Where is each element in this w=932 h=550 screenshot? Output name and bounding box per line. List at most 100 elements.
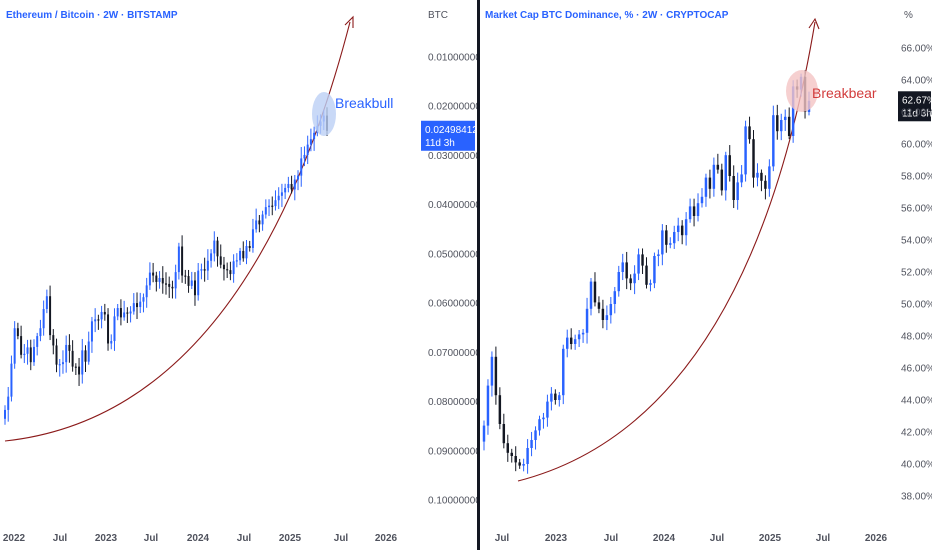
candle [760,172,763,181]
candle [542,417,545,420]
candle [704,177,708,197]
candle [126,312,129,314]
candle [229,270,232,275]
annotation-text[interactable]: Breakbull [335,95,393,111]
right-x-axis[interactable]: Jul 2023 Jul 2024 Jul 2025 Jul 2026 [495,533,888,544]
annotation-highlight[interactable] [312,92,336,136]
x-tick-label: 2024 [187,533,210,544]
panel-divider[interactable] [477,0,480,550]
candle [216,240,219,257]
y-tick-label: 46.00% [901,364,932,375]
candle [748,126,751,140]
candle [768,166,771,189]
candle [772,115,775,167]
trendline-arrowhead [344,15,354,28]
candle [764,180,767,189]
candle [617,272,620,292]
candle [645,265,648,285]
candle [554,393,557,400]
candle [203,269,206,271]
candle [148,272,151,286]
y-tick-label: 0.09000000 [428,446,477,457]
price-badge [421,120,475,151]
candle [78,366,81,375]
y-tick-label: 50.00% [901,300,932,311]
candle [145,285,148,298]
candle [103,311,106,315]
candle [538,419,541,431]
candle [506,443,510,453]
candle [61,362,64,365]
candle [32,346,35,363]
candle [752,139,755,178]
price-badge-value: 0.02498412 [425,125,477,136]
candle [300,158,303,176]
left-y-axis[interactable]: 0.01000000 0.02000000 0.03000000 0.04000000… [428,53,477,507]
candle [7,396,10,410]
right-axis-unit[interactable]: % [904,10,913,21]
candle [251,229,254,248]
y-tick-label: 58.00% [901,172,932,183]
right-y-axis[interactable]: 66.00% 64.00% 62.00% 60.00% 58.00% 56.00% 54.0… [901,44,932,503]
candle [498,395,502,424]
parabolic-trendline[interactable] [4,21,351,442]
candle [740,174,743,183]
candle [613,291,617,304]
candle [232,261,235,275]
candle [206,260,209,271]
annotation-highlight[interactable] [786,70,818,112]
candle [546,401,549,418]
candle [605,315,609,320]
candle [558,395,561,400]
candle [601,308,605,320]
candle [152,272,155,276]
candle [502,424,506,444]
candle [255,220,258,230]
candle [585,308,589,333]
right-chart-title: Market Cap BTC Dominance, % · 2W · CRYPT… [485,10,729,21]
left-chart-title: Ethereum / Bitcoin · 2W · BITSTAMP [6,10,178,21]
candle [716,164,720,170]
candle [566,337,569,349]
x-tick-label: Jul [53,533,68,544]
x-tick-label: Jul [237,533,252,544]
y-tick-label: 40.00% [901,460,932,471]
x-tick-label: 2024 [653,533,676,544]
price-badge [898,91,931,122]
candle [165,283,167,285]
left-x-axis[interactable]: 2022 Jul 2023 Jul 2024 Jul 2025 Jul 2026 [3,533,398,544]
candle [136,303,139,308]
candle [97,319,100,321]
candle [625,262,628,279]
candle [42,309,45,329]
candle [239,250,242,261]
candle [29,347,32,363]
y-tick-label: 54.00% [901,236,932,247]
candle [190,280,193,286]
candle [526,448,529,464]
candle [744,126,747,175]
candle [100,311,103,320]
candle [609,304,613,316]
candle [264,207,267,215]
candle [313,132,316,140]
candle [39,328,42,337]
right-chart-panel: Breakbear 62.67% 11d 3h Market Cap BTC Dom… [482,10,932,544]
y-tick-label: 0.02000000 [428,102,477,113]
candle [684,219,688,236]
candle [213,240,216,254]
x-tick-label: Jul [144,533,159,544]
candle [245,246,248,259]
candle [728,155,731,176]
candle [13,328,16,364]
left-axis-unit[interactable]: BTC [428,10,448,21]
candle [573,339,577,344]
candle [680,225,684,236]
annotation-text[interactable]: Breakbear [812,85,877,101]
candle [107,314,110,344]
candle [712,164,716,189]
y-tick-label: 64.00% [901,76,932,87]
candle [87,341,90,362]
candle [20,336,23,355]
